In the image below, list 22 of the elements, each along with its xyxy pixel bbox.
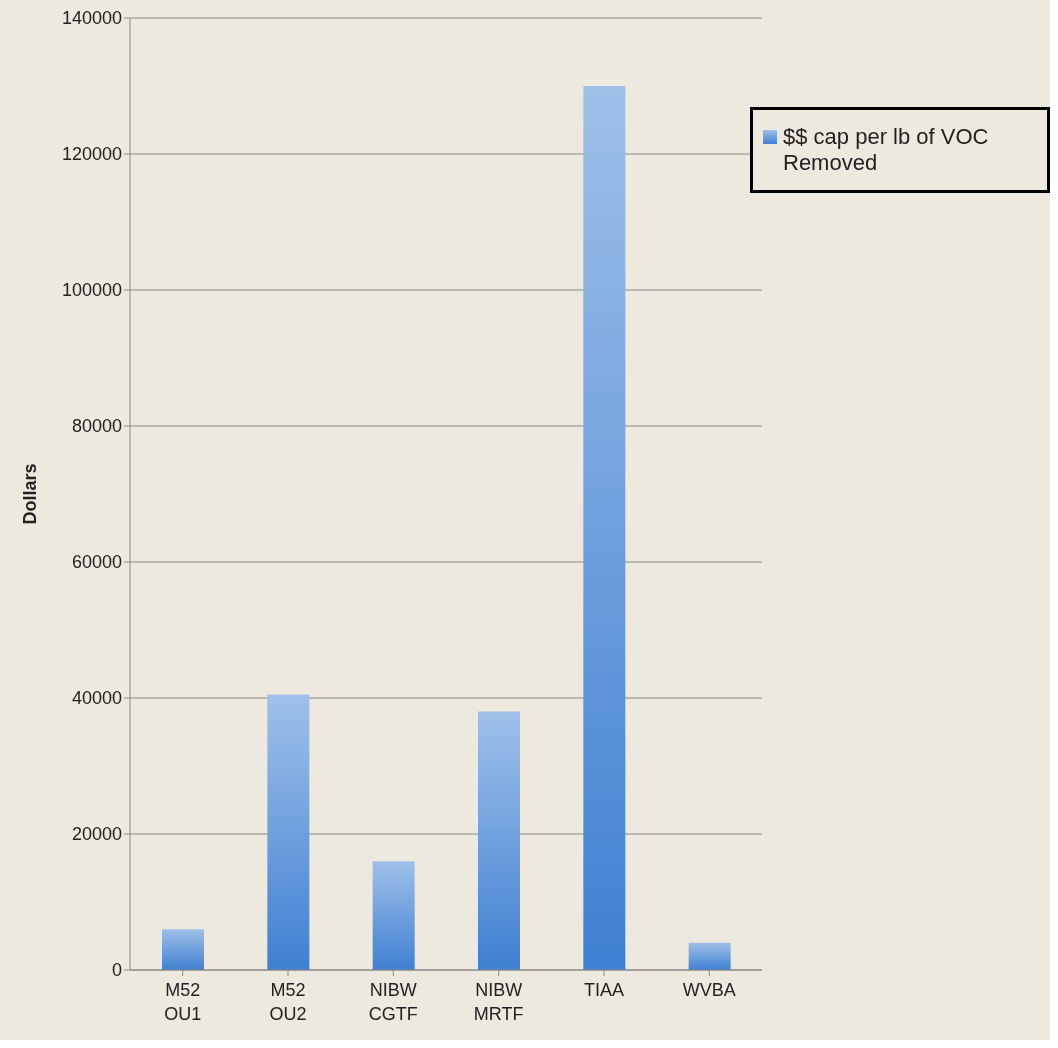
y-tick-label: 80000 [71,416,122,437]
x-tick-label: NIBW CGTF [368,980,418,1024]
bar [583,86,626,970]
bar [688,942,731,970]
x-tick-label: NIBW MRTF [473,980,524,1024]
x-tick-label: M52 OU2 [269,980,307,1024]
bar [162,929,204,970]
y-tick-label: 60000 [71,552,122,573]
y-tick-label: 20000 [71,824,122,845]
x-tick-label: TIAA [583,980,625,1000]
y-tick-label: 140000 [61,8,122,29]
x-tick-label: WVBA [682,980,736,1000]
y-tick-label: 100000 [61,280,122,301]
bar [478,711,520,970]
y-tick-label: 0 [111,960,122,981]
legend-label: $$ cap per lb of VOC Removed [783,124,990,176]
y-tick-label: 120000 [61,144,122,165]
y-tick-label: 40000 [71,688,122,709]
bar [267,694,310,970]
bar [372,861,415,970]
y-axis-title: Dollars [20,463,41,525]
x-tick-label: M52 OU1 [164,980,202,1024]
